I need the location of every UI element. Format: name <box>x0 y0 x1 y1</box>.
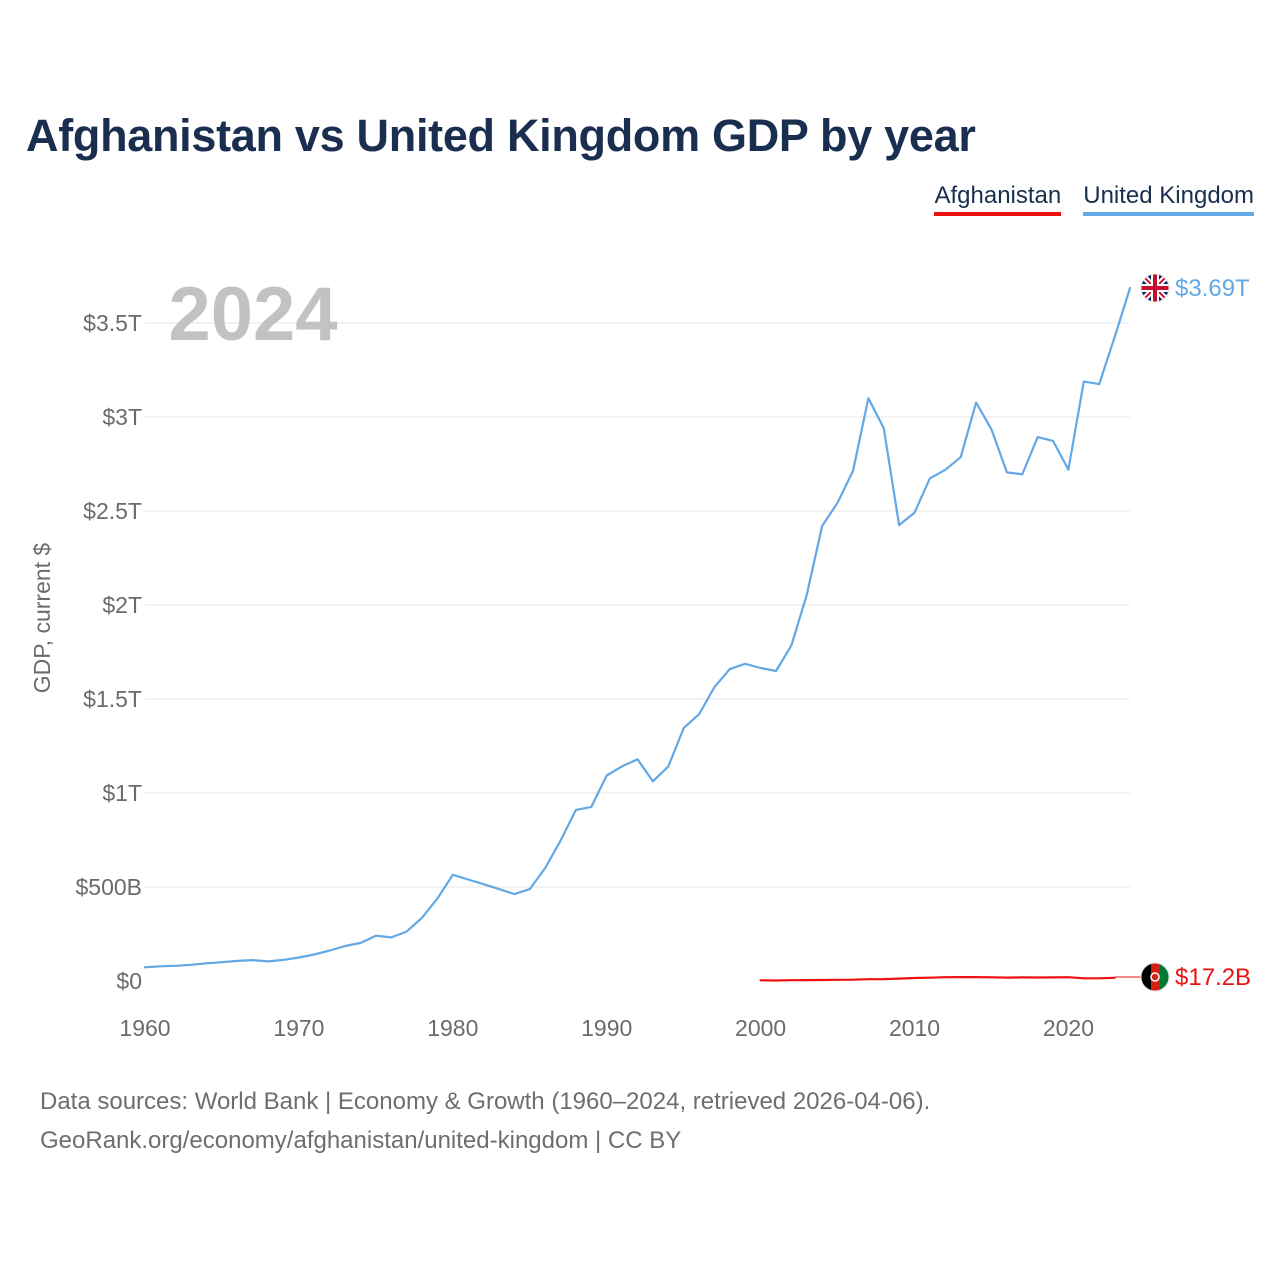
series-line-afghanistan[interactable] <box>759 975 1116 982</box>
y-tick-label: $1T <box>102 780 142 806</box>
y-tick-label: $3.5T <box>83 310 142 336</box>
grid-lines <box>145 322 1130 888</box>
x-tick-label: 1970 <box>273 1015 324 1041</box>
footer-sources: Data sources: World Bank | Economy & Gro… <box>40 1088 931 1115</box>
af-flag-icon <box>1141 963 1169 991</box>
x-tick-label: 1980 <box>427 1015 478 1041</box>
af-end-marker: $17.2B <box>1115 962 1251 992</box>
uk-end-label: $3.69T <box>1175 275 1250 302</box>
x-axis-ticks: 1960 1970 1980 1990 2000 2010 2020 <box>119 1015 1094 1041</box>
legend-united-kingdom[interactable]: United Kingdom <box>1083 182 1254 216</box>
y-tick-label: $2T <box>102 592 142 618</box>
y-tick-label: $0 <box>116 968 142 994</box>
legend-afghanistan[interactable]: Afghanistan <box>934 182 1062 216</box>
x-tick-label: 2010 <box>889 1015 940 1041</box>
chart-title: Afghanistan vs United Kingdom GDP by yea… <box>26 110 976 161</box>
legend: Afghanistan United Kingdom <box>934 182 1254 216</box>
series-line-united-kingdom[interactable] <box>143 286 1132 969</box>
y-axis-ticks: $0 $500B $1T $1.5T $2T $2.5T $3T $3.5T <box>75 310 142 994</box>
af-end-label: $17.2B <box>1175 964 1251 991</box>
y-axis-label: GDP, current $ <box>29 543 55 694</box>
footer: Data sources: World Bank | Economy & Gro… <box>40 1082 930 1160</box>
x-tick-label: 1960 <box>119 1015 170 1041</box>
series-lines <box>143 286 1132 982</box>
y-tick-label: $500B <box>75 874 142 900</box>
y-tick-label: $2.5T <box>83 498 142 524</box>
uk-flag-icon <box>1141 274 1169 302</box>
x-tick-label: 2000 <box>735 1015 786 1041</box>
footer-attribution: GeoRank.org/economy/afghanistan/united-k… <box>40 1127 682 1154</box>
x-tick-label: 1990 <box>581 1015 632 1041</box>
year-watermark: 2024 <box>168 272 337 357</box>
uk-end-marker: $3.69T <box>1140 273 1250 303</box>
y-tick-label: $3T <box>102 404 142 430</box>
x-tick-label: 2020 <box>1043 1015 1094 1041</box>
y-tick-label: $1.5T <box>83 686 142 712</box>
